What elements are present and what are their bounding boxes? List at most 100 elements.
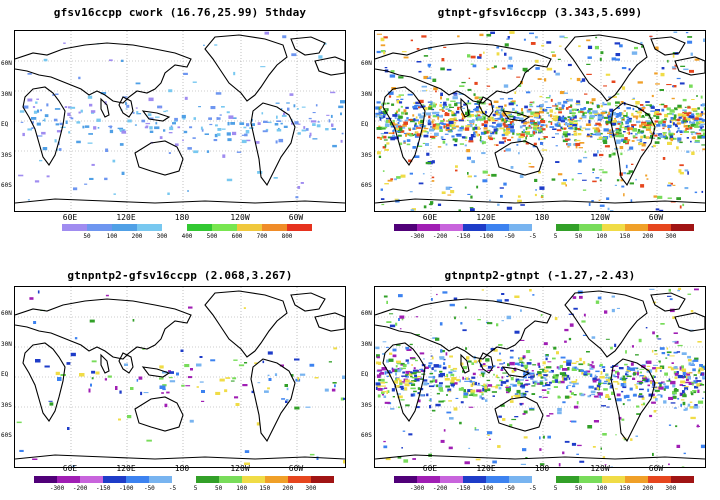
lon-label: 60W (648, 464, 664, 473)
colorbar-tick-label: -150 (455, 485, 471, 492)
colorbar-swatch (218, 476, 242, 483)
colorbar-tick-label: 200 (282, 485, 294, 492)
colorbar-tick-label: 100 (106, 233, 118, 240)
colorbar (394, 224, 695, 231)
lat-label: 30S (1, 152, 12, 159)
colorbar-tick-label: -300 (409, 485, 425, 492)
coastline (375, 298, 552, 360)
coastline (134, 140, 184, 176)
panel-cwork: gfsv16ccpp cwork (16.76,25.99) 5thday 60… (0, 0, 360, 250)
coastline (204, 34, 288, 102)
colorbar-tick-label: -300 (49, 485, 65, 492)
colorbar-tick-label: 150 (619, 485, 631, 492)
colorbar-swatch (440, 476, 464, 483)
coastline (501, 366, 531, 378)
field-shading (375, 287, 705, 467)
colorbar-swatch (394, 476, 418, 483)
colorbar-swatch (103, 476, 127, 483)
colorbar-swatch (601, 224, 625, 231)
colorbar-tick-label: 100 (596, 233, 608, 240)
colorbar-swatch (647, 224, 671, 231)
coastline (610, 102, 656, 187)
field-shading (18, 31, 345, 201)
coastline (564, 290, 648, 358)
coastline (290, 292, 326, 312)
lat-label: EQ (361, 371, 369, 378)
colorbar-swatch (670, 224, 695, 231)
colorbar-tick-label: 100 (596, 485, 608, 492)
colorbar-swatch (532, 476, 556, 483)
lon-label: 180 (174, 213, 190, 222)
colorbar-swatch (87, 224, 112, 231)
coastline (501, 110, 531, 122)
lon-label: 120E (476, 464, 496, 473)
colorbar-tick-label: 50 (574, 233, 583, 240)
colorbar-swatch (555, 476, 579, 483)
colorbar-tick-label: 400 (181, 233, 193, 240)
coastline (674, 56, 705, 76)
lat-label: 30N (361, 341, 372, 348)
colorbar-tick-label: 200 (642, 233, 654, 240)
colorbar-tick-label: -200 (72, 485, 88, 492)
colorbar-tick-label: -5 (528, 485, 537, 492)
colorbar-tick-label: -50 (503, 485, 515, 492)
colorbar-swatch (440, 224, 464, 231)
lat-label: 30S (361, 402, 372, 409)
lat-label: 60S (1, 182, 12, 189)
coastline (290, 36, 326, 56)
coastline (250, 358, 296, 443)
colorbar-tick-label: -5 (168, 485, 177, 492)
coastline (204, 290, 288, 358)
colorbar-swatch (195, 476, 219, 483)
colorbar (34, 476, 335, 483)
coastline (564, 34, 648, 102)
coastline (610, 358, 656, 443)
colorbar-swatch (310, 476, 335, 483)
panel-title: gtnpntp2-gtnpt (-1.27,-2.43) (444, 269, 636, 282)
colorbar-tick-label: -200 (432, 233, 448, 240)
lon-label: 60W (288, 213, 304, 222)
colorbar-tick-label: 100 (236, 485, 248, 492)
colorbar-swatch (112, 224, 137, 231)
coastline (141, 366, 171, 378)
lon-label: 120W (590, 464, 610, 473)
coastline (674, 312, 705, 332)
lat-label: 60S (361, 432, 372, 439)
colorbar-swatch (417, 476, 441, 483)
lat-label: 30S (1, 402, 12, 409)
coastline (118, 96, 134, 118)
lon-label: 60W (648, 213, 664, 222)
map-frame (374, 286, 706, 468)
colorbar-tick-label: 50 (214, 485, 223, 492)
coastline (494, 396, 544, 432)
colorbar-swatch (417, 224, 441, 231)
lat-label: EQ (1, 371, 9, 378)
map-frame (14, 286, 346, 468)
colorbar-tick-label: -150 (455, 233, 471, 240)
colorbar-swatch (555, 224, 579, 231)
coastline (141, 110, 171, 122)
lat-label: 60N (361, 60, 372, 67)
colorbar (394, 476, 695, 483)
colorbar-swatch (578, 476, 602, 483)
colorbar-tick-label: 200 (642, 485, 654, 492)
colorbar-swatch (509, 476, 533, 483)
colorbar-tick-label: 50 (83, 233, 91, 240)
coastline (382, 86, 426, 166)
colorbar-swatch (264, 476, 288, 483)
colorbar-tick-label: 300 (156, 233, 168, 240)
colorbar (62, 224, 312, 231)
lat-label: EQ (361, 121, 369, 128)
coastline (15, 454, 345, 460)
lat-label: 60N (1, 310, 12, 317)
colorbar-tick-label: -150 (95, 485, 111, 492)
colorbar-tick-label: -50 (503, 233, 515, 240)
lon-label: 60E (422, 464, 438, 473)
lon-label: 60E (62, 464, 78, 473)
colorbar-swatch (509, 224, 533, 231)
lon-label: 120E (476, 213, 496, 222)
coastline (15, 298, 192, 360)
coastline (22, 86, 66, 166)
coastline (460, 353, 470, 374)
colorbar-swatch (287, 476, 311, 483)
